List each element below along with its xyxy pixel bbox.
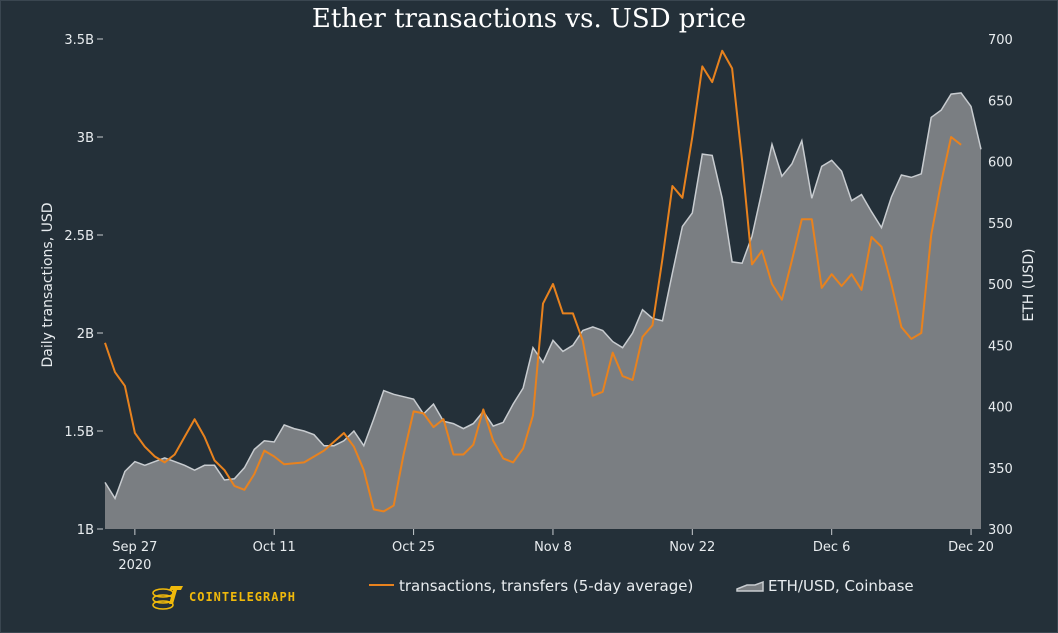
left-y-tick-label: 3.5B: [64, 33, 94, 48]
right-y-tick-label: 300: [988, 523, 1013, 538]
right-y-axis: 300 350 400 450 500 550 600 650 700: [988, 33, 1013, 538]
brand-logo[interactable]: COINTELEGRAPH: [151, 580, 296, 614]
x-tick-sublabel: 2020: [118, 558, 151, 573]
right-y-tick-label: 450: [988, 339, 1013, 354]
x-tick-label: Oct 11: [253, 540, 296, 555]
legend-label-eth-price: ETH/USD, Coinbase: [768, 577, 914, 595]
x-tick-label: Nov 8: [534, 540, 572, 555]
x-tick-label: Nov 22: [669, 540, 715, 555]
legend: transactions, transfers (5-day average) …: [369, 577, 914, 595]
eth-price-area: [105, 92, 981, 530]
brand-logo-text: COINTELEGRAPH: [189, 590, 296, 604]
transactions-line-layer: [104, 49, 962, 513]
right-y-tick-label: 700: [988, 33, 1013, 48]
left-y-tick-label: 2.5B: [64, 229, 94, 244]
left-y-tick-label: 1.5B: [64, 425, 94, 440]
eth-price-line: [104, 92, 982, 501]
right-y-tick-label: 650: [988, 94, 1013, 109]
x-axis: Sep 27 2020 Oct 11 Oct 25 Nov 8 Nov 22 Dec 6 De…: [112, 529, 994, 573]
right-y-axis-label: ETH (USD): [1021, 248, 1037, 321]
right-y-tick-label: 500: [988, 278, 1013, 293]
x-tick-label: Oct 25: [392, 540, 435, 555]
legend-label-transactions: transactions, transfers (5-day average): [399, 577, 693, 595]
left-y-axis-label: Daily transactions, USD: [40, 202, 56, 367]
left-y-tick-label: 3B: [77, 131, 94, 146]
right-y-tick-label: 350: [988, 462, 1013, 477]
chart-title: Ether transactions vs. USD price: [311, 4, 747, 34]
right-y-tick-label: 400: [988, 401, 1013, 416]
cointelegraph-logo-icon: [152, 586, 183, 610]
left-y-axis: 1B 1.5B 2B 2.5B 3B 3.5B: [64, 33, 103, 538]
legend-item-eth-price[interactable]: ETH/USD, Coinbase: [736, 577, 914, 595]
transactions-line: [104, 49, 962, 513]
legend-item-transactions[interactable]: transactions, transfers (5-day average): [369, 577, 693, 595]
left-y-tick-label: 1B: [77, 523, 94, 538]
legend-swatch-eth-price: [736, 580, 764, 592]
x-tick-label: Sep 27: [112, 540, 157, 555]
x-tick-label: Dec 20: [948, 540, 994, 555]
price-area-layer: [104, 92, 982, 530]
right-y-tick-label: 600: [988, 156, 1013, 171]
right-y-tick-label: 550: [988, 217, 1013, 232]
left-y-tick-label: 2B: [77, 327, 94, 342]
x-tick-label: Dec 6: [813, 540, 851, 555]
